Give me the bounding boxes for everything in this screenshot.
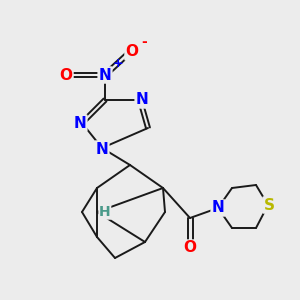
Text: H: H <box>99 205 111 219</box>
Text: N: N <box>212 200 224 215</box>
Text: O: O <box>184 241 196 256</box>
Text: -: - <box>141 35 147 49</box>
Text: N: N <box>136 92 148 107</box>
Text: N: N <box>96 142 108 157</box>
Text: +: + <box>113 57 124 70</box>
Text: N: N <box>99 68 111 82</box>
Text: O: O <box>125 44 139 59</box>
Text: N: N <box>74 116 86 130</box>
Text: S: S <box>263 197 274 212</box>
Text: O: O <box>59 68 73 82</box>
